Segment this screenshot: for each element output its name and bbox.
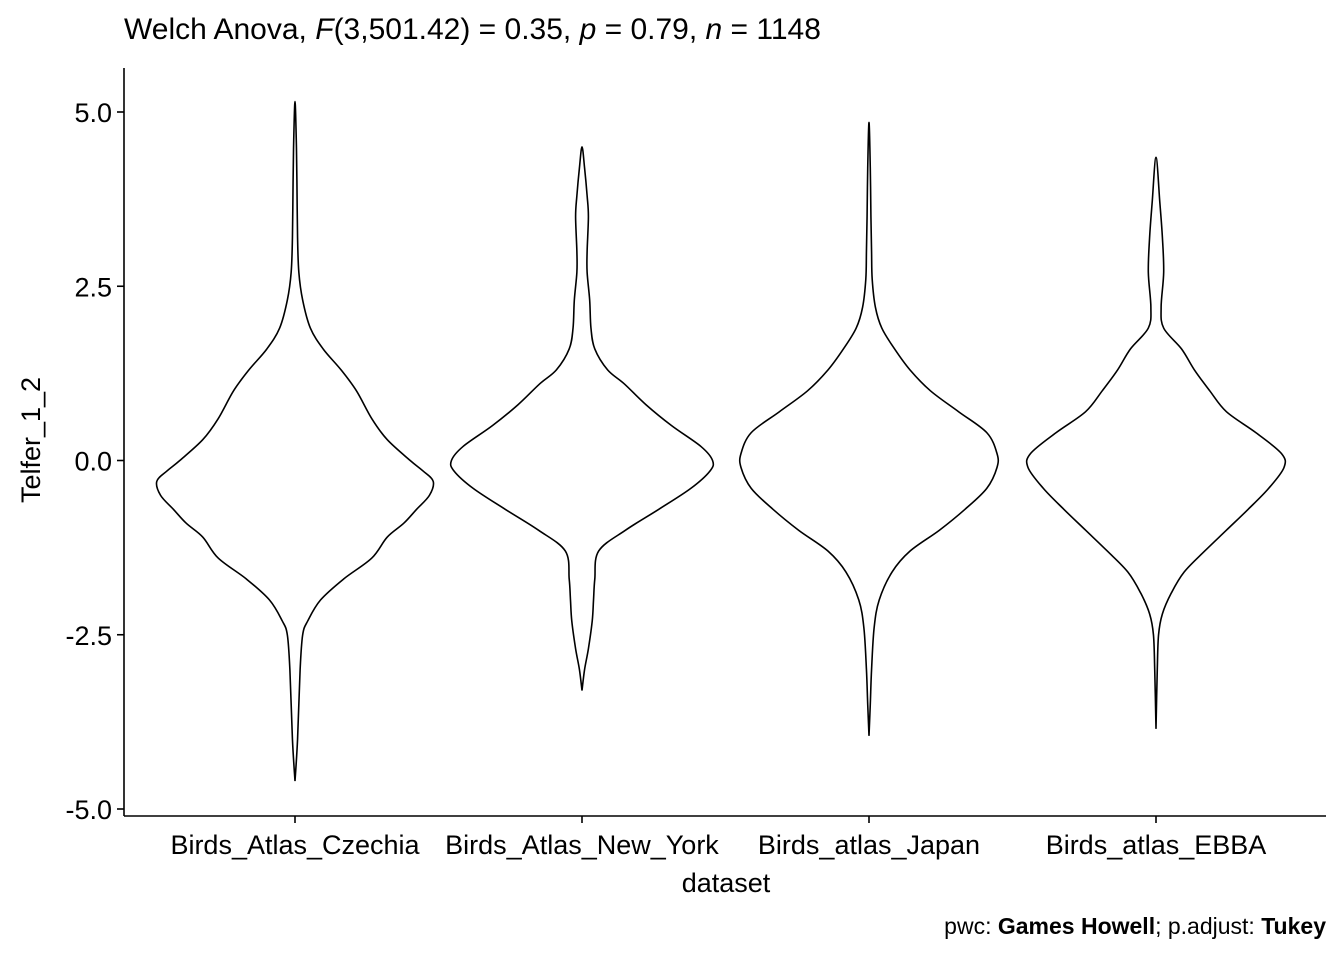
x-tick-label: Birds_Atlas_New_York (445, 830, 719, 860)
y-tick-label: 0.0 (74, 447, 112, 477)
caption-part: Games Howell (998, 913, 1155, 939)
x-axis-title: dataset (682, 868, 771, 898)
y-axis-title: Telfer_1_2 (16, 377, 46, 503)
subtitle-part: (3,501.42) = 0.35, (334, 13, 580, 46)
y-tick-label: 5.0 (74, 98, 112, 128)
violin-1 (155, 100, 435, 782)
y-tick-label: -5.0 (65, 795, 112, 825)
subtitle-part: p (579, 13, 597, 46)
x-tick-label: Birds_Atlas_Czechia (170, 830, 420, 860)
subtitle-part: = 0.79, (596, 13, 705, 46)
subtitle-part: Welch Anova, (124, 13, 315, 46)
x-tick-label: Birds_atlas_EBBA (1046, 830, 1267, 860)
y-tick-label: -2.5 (65, 621, 112, 651)
caption-part: Tukey (1261, 913, 1326, 939)
y-tick-label: 2.5 (74, 272, 112, 302)
caption-part: pwc: (944, 913, 998, 939)
x-tick-label: Birds_atlas_Japan (758, 830, 980, 860)
violin-3 (738, 121, 1000, 736)
x-axis-ticks: Birds_Atlas_Czechia Birds_Atlas_New_York B… (170, 816, 1266, 860)
caption-part: ; p.adjust: (1155, 913, 1261, 939)
subtitle-part: n (706, 13, 723, 46)
violin-2 (449, 146, 715, 691)
chart-caption: pwc: Games Howell; p.adjust: Tukey (944, 913, 1326, 939)
subtitle-part: F (315, 13, 335, 46)
violin-4 (1025, 156, 1287, 729)
subtitle-part: = 1148 (722, 13, 821, 46)
plot-area (155, 100, 1287, 782)
chart-subtitle: Welch Anova, F(3,501.42) = 0.35, p = 0.7… (124, 13, 821, 46)
y-axis-ticks: 5.0 2.5 0.0 -2.5 -5.0 (65, 98, 124, 825)
